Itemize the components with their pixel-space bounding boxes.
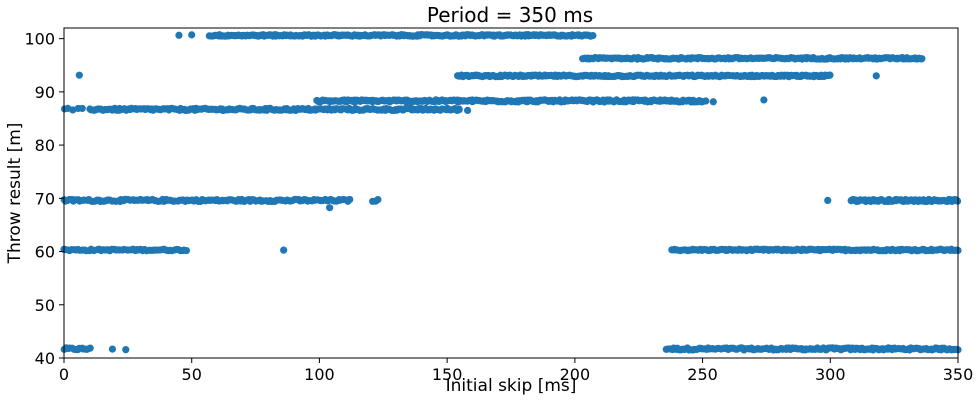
data-point: [760, 96, 768, 104]
data-point: [824, 196, 832, 204]
data-point: [122, 346, 130, 354]
x-axis-ticks: 0 50 100 150 200 250 300 350: [59, 358, 973, 384]
data-point: [709, 98, 717, 106]
y-tick-label: 50: [35, 296, 55, 315]
data-point: [374, 195, 382, 204]
chart-title: Period = 350 ms: [427, 3, 593, 27]
x-tick-label: 150: [432, 365, 463, 384]
data-point: [455, 106, 463, 114]
plot-frame: [63, 27, 959, 359]
data-point: [826, 71, 834, 79]
data-point: [463, 106, 472, 115]
data-point: [86, 344, 94, 352]
x-tick-label: 50: [182, 365, 202, 384]
y-tick-label: 80: [35, 136, 55, 155]
y-tick-label: 60: [35, 243, 55, 262]
y-tick-label: 100: [24, 30, 55, 49]
data-point: [188, 31, 196, 39]
x-tick-label: 0: [59, 365, 69, 384]
data-point: [78, 104, 86, 113]
data-point: [175, 31, 183, 39]
y-axis-ticks: 40 50 60 70 80 90 100: [24, 30, 64, 368]
data-points: [60, 31, 962, 354]
x-axis-label: Initial skip [ms]: [446, 376, 577, 396]
y-axis-label: Throw result [m]: [5, 123, 25, 265]
x-tick-label: 200: [560, 365, 591, 384]
data-point: [69, 106, 77, 114]
x-tick-label: 300: [815, 365, 846, 384]
y-tick-label: 70: [35, 189, 55, 208]
data-point: [182, 246, 191, 255]
data-point: [702, 97, 710, 105]
y-tick-label: 90: [35, 83, 55, 102]
x-tick-label: 250: [687, 365, 718, 384]
data-point: [918, 55, 926, 63]
y-tick-label: 40: [35, 349, 55, 368]
x-tick-label: 100: [304, 365, 335, 384]
data-point: [326, 204, 334, 212]
data-point: [108, 345, 117, 353]
data-point: [872, 72, 880, 80]
data-point: [280, 246, 288, 254]
data-point: [75, 71, 83, 79]
data-point: [589, 31, 597, 40]
x-tick-label: 350: [943, 365, 974, 384]
data-point: [346, 195, 354, 204]
